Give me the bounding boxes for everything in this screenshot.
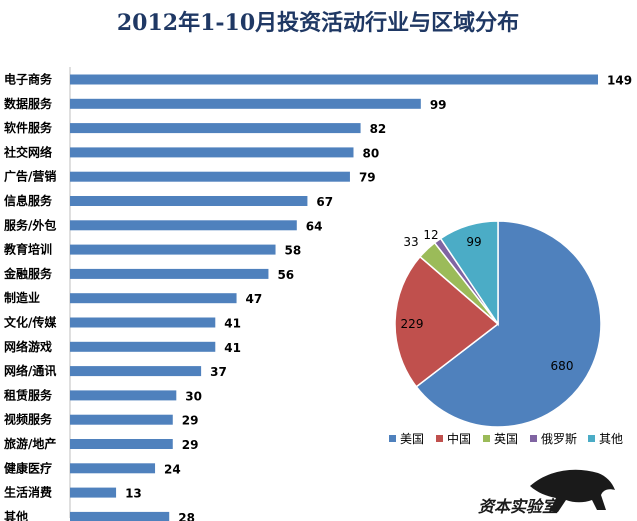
bar [70,317,216,328]
watermark-logo: 资本实验室 [478,469,615,516]
pie-legend: 美国 中国 英国 俄罗斯 其他 [389,431,623,446]
category-label: 文化/传媒 [4,315,57,330]
pie-slice [439,220,499,327]
bar-value-label: 47 [246,292,263,306]
legend-label: 美国 [400,432,424,446]
bar-value-label: 29 [182,414,199,428]
bar-value-label: 13 [125,487,142,501]
category-label: 租赁服务 [4,387,53,402]
bar [70,487,117,498]
bar-value-label: 149 [607,74,632,88]
bar-value-label: 82 [370,122,387,136]
category-label: 网络游戏 [4,339,52,354]
bar [70,98,421,109]
bar [70,390,177,401]
bar-value-label: 64 [306,219,323,233]
category-label: 信息服务 [4,193,53,208]
legend-swatch [389,435,396,442]
bar-value-label: 41 [224,341,241,355]
bar [70,196,308,206]
category-label: 软件服务 [4,120,53,135]
legend-swatch [588,435,595,442]
chart-title: 2012年1-10月投资活动行业与区域分布 [117,10,519,36]
pie-value-label: 33 [403,235,418,249]
category-label: 健康医疗 [4,460,52,475]
bar [70,268,269,279]
bar-value-label: 67 [316,195,333,209]
bar-value-label: 30 [185,389,202,403]
category-label: 金融服务 [3,266,53,281]
pie-value-label: 12 [423,228,438,242]
bar [70,463,156,474]
bar-value-label: 80 [362,146,379,160]
pie-slice [394,255,500,388]
bar [70,244,276,255]
bar [70,220,297,231]
bar-value-label: 41 [224,317,241,331]
bar [70,293,237,304]
bar [70,171,350,182]
category-label: 制造业 [4,290,40,305]
category-label: 视频服务 [4,412,53,427]
pie-slice [415,220,602,428]
category-label: 其他 [4,509,28,521]
legend-swatch [483,435,490,442]
pie-value-label: 680 [551,359,574,373]
bar [70,74,598,85]
category-label: 网络/通讯 [4,363,56,378]
category-label: 服务/外包 [4,217,56,232]
category-label: 社交网络 [3,144,52,159]
pie-chart: 680 229 33 12 99 [394,220,602,428]
bar [70,123,361,134]
bar [70,147,354,158]
legend-label: 俄罗斯 [541,432,577,446]
legend-label: 中国 [447,431,471,446]
pie-value-label: 99 [466,235,481,249]
panther-logo-icon [530,469,615,512]
bar [70,511,170,521]
bar-value-label: 24 [164,462,181,476]
category-label: 电子商务 [4,72,53,87]
category-label: 广告/营销 [4,169,56,184]
bar [70,439,173,449]
category-label: 生活消费 [4,485,52,500]
bar [70,366,202,377]
legend-swatch [530,435,537,442]
legend-label: 英国 [494,432,518,446]
pie-value-label: 229 [401,317,424,331]
bar-value-label: 99 [430,98,447,112]
watermark-text: 资本实验室 [478,497,561,516]
bar [70,414,173,425]
bar-value-label: 58 [285,244,302,258]
legend-swatch [436,435,443,442]
bar [70,341,216,352]
bar-value-label: 28 [178,511,195,521]
category-label: 旅游/地产 [4,436,56,451]
bar-chart: 电子商务 149 数据服务 99 软件服务 82 社交网络 80 广告/营销 79 信息服务 67 服务… [3,67,632,521]
legend-label: 其他 [599,432,623,446]
category-label: 数据服务 [4,96,53,111]
bar-value-label: 37 [210,365,227,379]
category-label: 教育培训 [3,242,52,257]
bar-value-label: 29 [182,438,199,452]
bar-value-label: 79 [359,171,376,185]
bar-value-label: 56 [277,268,294,282]
